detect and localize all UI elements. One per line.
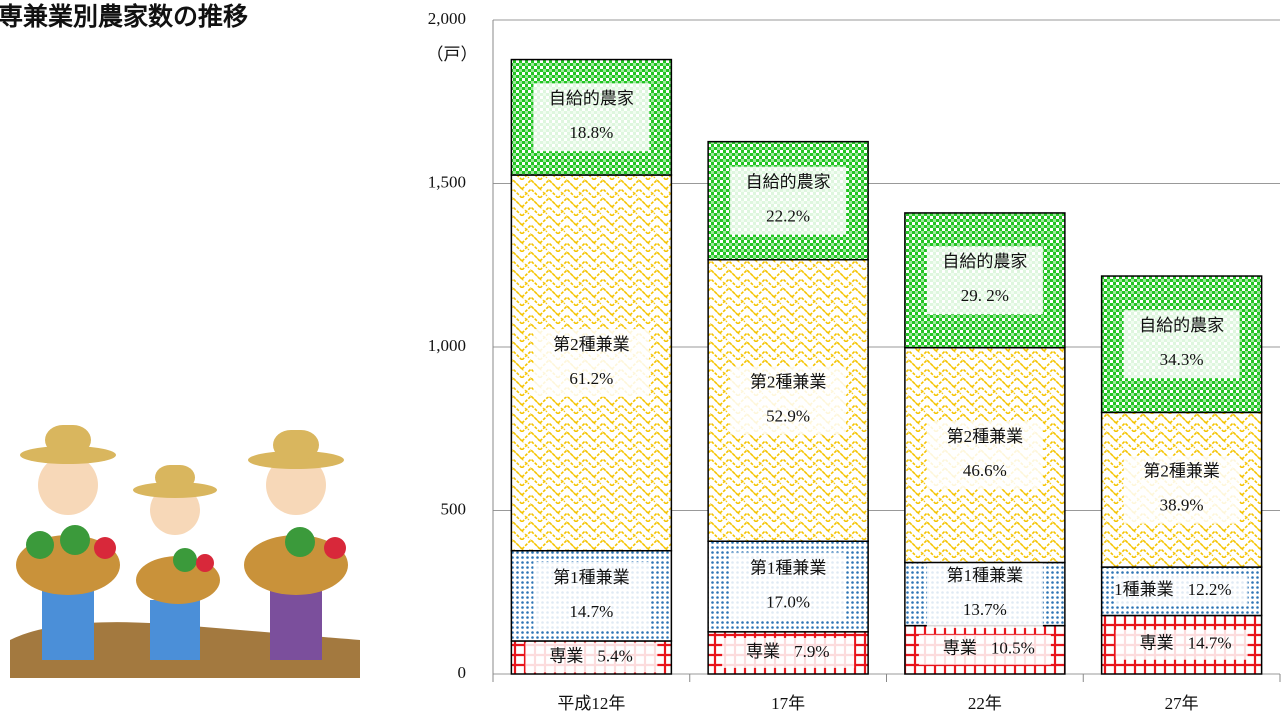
chart-title: 専兼業別農家数の推移 bbox=[0, 2, 248, 31]
segment-label: 第1種兼業 bbox=[553, 568, 630, 587]
x-tick-label: 27年 bbox=[1165, 694, 1199, 713]
segment-label: 第1種兼業 bbox=[947, 566, 1024, 585]
segment-label: 第2種兼業 bbox=[553, 335, 630, 354]
share-label: 18.8% bbox=[569, 123, 613, 142]
segment-label: 第2種兼業 bbox=[947, 427, 1024, 446]
share-label: 13.7% bbox=[963, 600, 1007, 619]
share-label: 12.2% bbox=[1188, 580, 1232, 599]
segment-label: 自給的農家 bbox=[746, 173, 831, 192]
y-tick-label: 2,000 bbox=[428, 9, 466, 28]
segment-label: 第2種兼業 bbox=[1143, 462, 1220, 481]
label-bg bbox=[722, 638, 854, 668]
y-unit: （戸） bbox=[427, 45, 478, 64]
share-label: 38.9% bbox=[1160, 496, 1204, 515]
segment-label: 1種兼業 bbox=[1114, 580, 1174, 599]
y-tick-label: 0 bbox=[458, 663, 467, 682]
share-label: 7.9% bbox=[794, 642, 829, 661]
x-tick-label: 17年 bbox=[771, 694, 805, 713]
segment-label: 専業 bbox=[549, 646, 583, 665]
share-label: 34.3% bbox=[1160, 350, 1204, 369]
share-label: 5.4% bbox=[597, 646, 632, 665]
segment-label: 第2種兼業 bbox=[750, 372, 827, 391]
chart: 専兼業別農家数の推移 （戸） 0 500 1,000 1,500 2,000 平成12年 専… bbox=[0, 0, 1283, 716]
label-bg bbox=[525, 642, 657, 672]
y-tick-label: 1,500 bbox=[428, 172, 466, 191]
segment-label: 自給的農家 bbox=[942, 252, 1027, 271]
x-tick-label: 平成12年 bbox=[557, 694, 625, 713]
illustration bbox=[10, 425, 360, 678]
segment-label: 第1種兼業 bbox=[750, 558, 827, 577]
share-label: 29. 2% bbox=[961, 286, 1009, 305]
share-label: 17.0% bbox=[766, 592, 810, 611]
share-label: 14.7% bbox=[1188, 634, 1232, 653]
segment-label: 専業 bbox=[746, 642, 780, 661]
y-tick-label: 500 bbox=[441, 499, 467, 518]
share-label: 46.6% bbox=[963, 461, 1007, 480]
share-label: 52.9% bbox=[766, 406, 810, 425]
share-label: 22.2% bbox=[766, 207, 810, 226]
segment-label: 専業 bbox=[1140, 634, 1174, 653]
share-label: 14.7% bbox=[569, 602, 613, 621]
segment-label: 専業 bbox=[943, 639, 977, 658]
y-tick-label: 1,000 bbox=[428, 336, 466, 355]
x-tick-label: 22年 bbox=[968, 694, 1002, 713]
share-label: 10.5% bbox=[991, 639, 1035, 658]
segment-label: 自給的農家 bbox=[549, 89, 634, 108]
share-label: 61.2% bbox=[569, 369, 613, 388]
segment-label: 自給的農家 bbox=[1139, 316, 1224, 335]
